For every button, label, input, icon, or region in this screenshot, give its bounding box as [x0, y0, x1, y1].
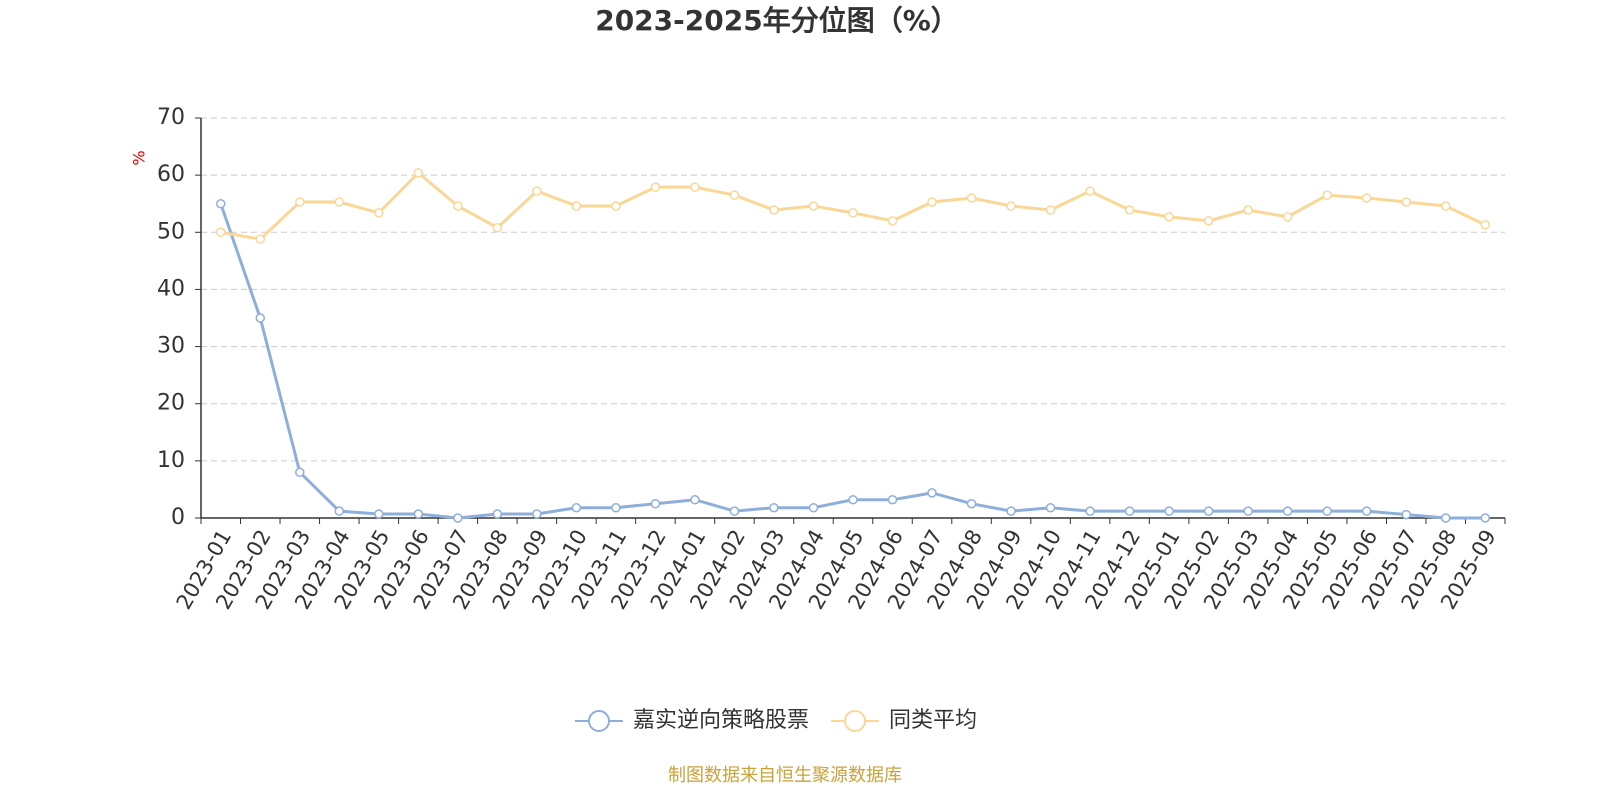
point [1322, 190, 1332, 200]
point [255, 313, 266, 323]
y-tick-label: 60 [157, 162, 185, 187]
point [1480, 513, 1490, 523]
point [216, 227, 226, 238]
point [1243, 205, 1253, 215]
point [1045, 205, 1056, 215]
point [1164, 506, 1174, 516]
point [848, 208, 858, 218]
point [887, 216, 898, 226]
point [334, 197, 345, 207]
point [1124, 506, 1135, 516]
point [611, 502, 621, 513]
point [1322, 506, 1332, 516]
point [966, 193, 977, 203]
series-line [219, 203, 1486, 520]
point [1243, 506, 1253, 516]
point [413, 168, 424, 178]
y-tick-label: 10 [157, 448, 185, 473]
point [413, 509, 424, 519]
point [1006, 201, 1016, 211]
point [571, 201, 582, 211]
point [453, 513, 463, 523]
point [927, 197, 937, 207]
point [255, 234, 266, 244]
point [532, 186, 542, 196]
point [453, 201, 463, 211]
point [650, 498, 661, 509]
point [650, 182, 661, 192]
point [295, 197, 305, 207]
point [966, 498, 977, 509]
point [571, 502, 582, 513]
point [729, 506, 740, 516]
y-axis-label: % [130, 150, 149, 165]
point [1401, 509, 1411, 520]
point [1045, 502, 1056, 513]
legend-label[interactable]: 同类平均 [889, 708, 977, 733]
point [769, 205, 779, 215]
point [1085, 506, 1095, 516]
point [690, 182, 700, 192]
point [1164, 212, 1174, 222]
source-note: 制图数据来自恒生聚源数据库 [668, 765, 902, 785]
y-tick-label: 20 [157, 391, 185, 416]
point [492, 509, 503, 519]
point [216, 198, 226, 209]
point [532, 509, 542, 519]
point [1440, 201, 1451, 211]
point [769, 502, 779, 513]
point [374, 208, 384, 218]
series-line [220, 170, 1486, 241]
chart-title: 2023-2025年分位图（%） [595, 4, 959, 37]
point [1124, 205, 1135, 215]
legend-marker[interactable] [844, 710, 867, 732]
y-tick-label: 0 [171, 505, 185, 530]
point [334, 506, 345, 516]
point [1085, 186, 1095, 196]
point [492, 222, 503, 233]
point [1361, 193, 1372, 203]
point [729, 190, 740, 200]
point [1480, 220, 1490, 230]
point [1203, 216, 1214, 226]
point [808, 502, 819, 513]
point [374, 509, 384, 519]
point [1282, 212, 1293, 222]
point [1006, 506, 1016, 516]
y-tick-label: 70 [157, 105, 185, 130]
point [295, 467, 305, 478]
legend-marker[interactable] [588, 710, 610, 732]
point [690, 494, 700, 505]
point [808, 201, 819, 211]
y-tick-label: 30 [157, 334, 185, 359]
y-tick-label: 50 [157, 219, 185, 244]
point [887, 494, 898, 505]
point [1440, 513, 1451, 523]
point [1361, 506, 1372, 516]
legend-label[interactable]: 嘉实逆向策略股票 [633, 708, 809, 733]
point [611, 201, 621, 211]
point [848, 494, 858, 505]
point [1282, 506, 1293, 516]
y-tick-label: 40 [157, 276, 185, 301]
point [1401, 197, 1411, 207]
point [927, 488, 937, 498]
point [1203, 506, 1214, 516]
